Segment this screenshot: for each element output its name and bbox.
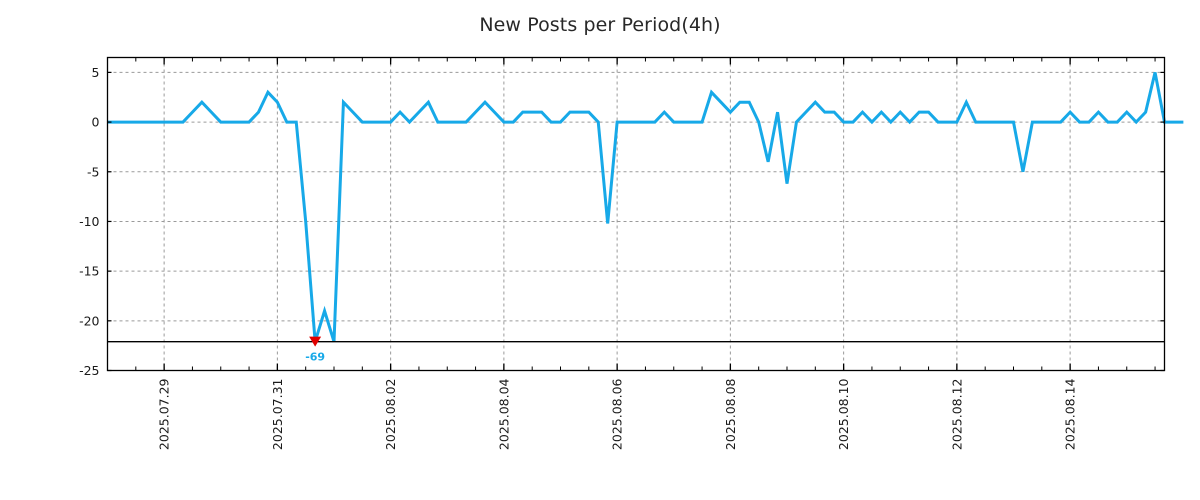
y-tick-label: 0 <box>92 115 100 130</box>
chart-title: New Posts per Period(4h) <box>479 14 721 36</box>
x-tick-label: 2025.08.04 <box>496 378 511 450</box>
x-tick-label: 2025.08.10 <box>836 378 851 450</box>
annotation-marker-triangle-down-icon <box>309 336 322 347</box>
x-tick-label: 2025.07.31 <box>270 379 285 451</box>
x-tick-label: 2025.08.08 <box>723 378 738 450</box>
x-tick-label: 2025.08.02 <box>383 379 398 451</box>
x-tick-label: 2025.08.12 <box>949 379 964 451</box>
x-tick-label: 2025.08.14 <box>1063 378 1078 450</box>
y-tick-label: -20 <box>79 313 99 328</box>
data-line-series-0 <box>107 72 1184 343</box>
y-tick-label: -15 <box>79 264 99 279</box>
axes-frame <box>106 56 1166 372</box>
y-tick-label: -5 <box>87 164 99 179</box>
x-tick-label: 2025.07.29 <box>157 378 172 450</box>
y-tick-label: -10 <box>79 214 99 229</box>
y-tick-label: -25 <box>79 363 99 378</box>
x-tick-label: 2025.08.06 <box>610 378 625 450</box>
annotation-value-label: -69 <box>305 351 325 364</box>
y-tick-label: 5 <box>92 65 100 80</box>
